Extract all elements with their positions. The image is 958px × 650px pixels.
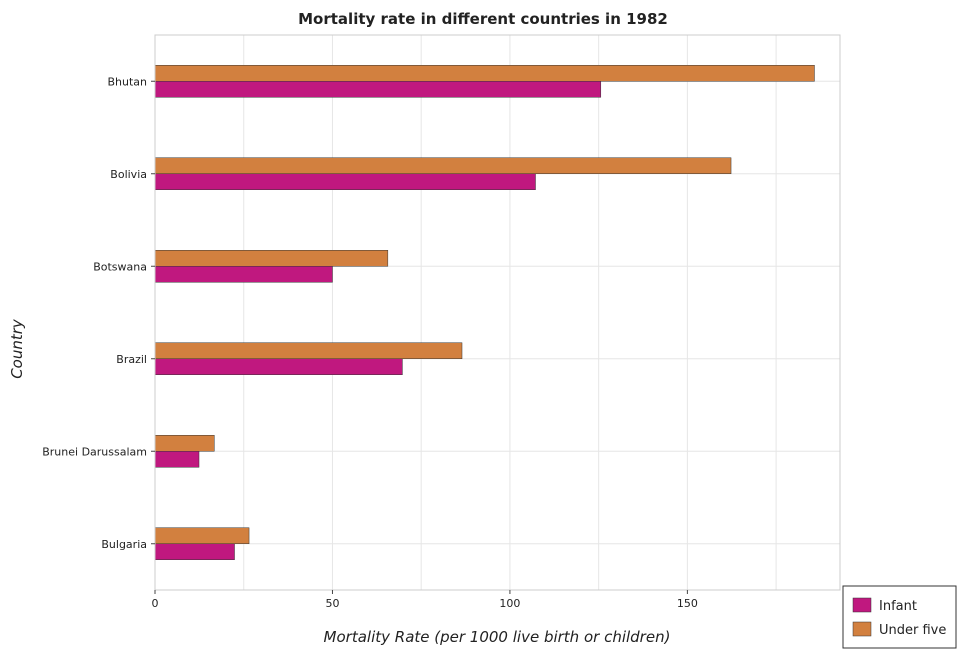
y-tick-label-brazil: Brazil [116,353,147,366]
y-axis-ticks: Bhutan Bolivia Botswana Brazil Brunei Daruss… [42,75,155,551]
x-tick-label: 150 [677,597,698,610]
x-axis-label: Mortality Rate (per 1000 live birth or c… [324,628,671,646]
bar-infant-bulgaria [154,543,235,560]
y-tick-label-botswana: Botswana [93,260,147,273]
x-axis-ticks: 0 50 100 150 [152,590,698,610]
x-tick-label: 50 [325,597,339,610]
bar-under-five-brazil [154,342,463,359]
bar-infant-bhutan [154,81,602,98]
legend-frame [842,585,957,649]
bars [154,65,815,560]
bar-under-five-brunei-darussalam [154,435,215,452]
y-axis-label: Country [8,318,26,379]
x-tick-label: 0 [152,597,159,610]
bar-under-five-bolivia [154,157,732,174]
y-tick-label-bhutan: Bhutan [107,75,147,88]
bar-under-five-botswana [154,250,389,267]
y-tick-label-bulgaria: Bulgaria [101,538,147,551]
chart-title: Mortality rate in different countries in… [298,10,668,28]
legend: Infant Under five [842,585,957,649]
legend-swatch-under-five [852,621,872,637]
x-tick-label: 100 [499,597,520,610]
legend-label-infant: Infant [879,599,917,614]
bar-infant-bolivia [154,173,536,190]
bar-under-five-bulgaria [154,527,250,544]
legend-swatch-infant [852,597,872,613]
bar-under-five-bhutan [154,65,815,82]
grid [154,35,840,590]
bar-infant-brunei-darussalam [154,451,200,468]
bar-infant-brazil [154,358,403,375]
y-tick-label-brunei-darussalam: Brunei Darussalam [42,445,147,458]
bar-infant-botswana [154,266,333,283]
plot-frame [154,34,841,591]
legend-label-under-five: Under five [879,623,946,638]
y-tick-label-bolivia: Bolivia [110,168,147,181]
